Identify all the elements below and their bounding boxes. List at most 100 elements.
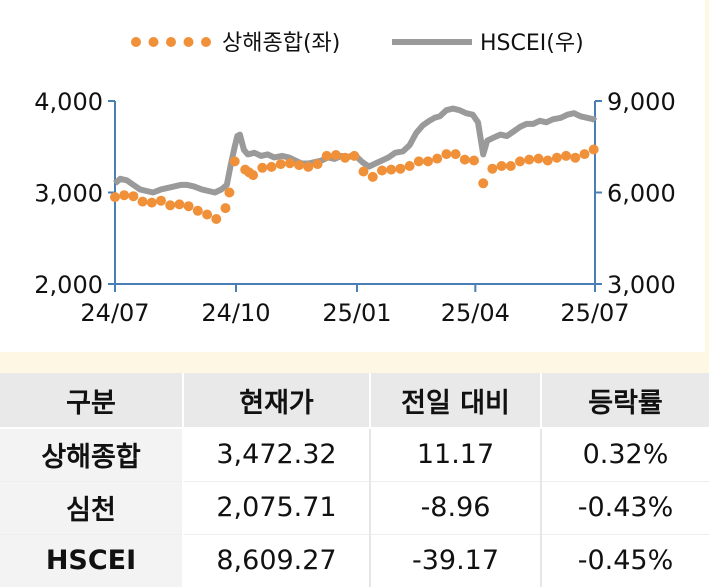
shanghai-point [202, 209, 213, 220]
row-name: 상해종합 [0, 428, 184, 482]
legend-label-hscei: HSCEI(우) [480, 31, 584, 56]
right-tick-label: 3,000 [607, 271, 676, 299]
shanghai-point [588, 144, 599, 155]
table-row: 상해종합 3,472.32 11.17 0.32% [0, 428, 709, 482]
shanghai-point [441, 149, 452, 160]
shanghai-point [220, 203, 231, 214]
table-row: HSCEI 8,609.27 -39.17 -0.45% [0, 534, 709, 587]
legend-swatch-dot [148, 37, 159, 47]
shanghai-point [423, 156, 433, 167]
shanghai-point [432, 153, 443, 164]
shanghai-point [515, 156, 525, 167]
left-axis-ticks: 4,000 3,000 2,000 [34, 88, 115, 299]
shanghai-point [119, 190, 130, 201]
shanghai-point [174, 199, 185, 210]
series-hscei [113, 105, 598, 196]
header-category: 구분 [0, 373, 184, 429]
shanghai-point [505, 161, 516, 171]
shanghai-point [156, 195, 166, 206]
right-axis-ticks: 9,000 6,000 3,000 [595, 88, 676, 299]
row-price: 2,075.71 [183, 481, 371, 535]
shanghai-point [551, 152, 562, 163]
shanghai-point [533, 153, 544, 164]
shanghai-point [570, 152, 581, 163]
table-header-row: 구분 현재가 전일 대비 등락률 [0, 373, 709, 429]
shanghai-point [330, 150, 341, 160]
left-tick-label: 2,000 [34, 271, 103, 299]
shanghai-point [137, 196, 148, 207]
right-tick-label: 6,000 [607, 180, 676, 208]
shanghai-point [312, 159, 323, 170]
row-change: -8.96 [370, 481, 542, 535]
header-change: 전일 대비 [370, 373, 542, 429]
shanghai-point [224, 187, 235, 198]
shanghai-point [579, 149, 590, 160]
x-axis-ticks: 24/07 24/10 25/01 25/04 25/07 [80, 284, 630, 327]
legend-swatch-dot [131, 37, 141, 47]
left-tick-label: 3,000 [34, 180, 103, 208]
shanghai-point [303, 161, 314, 172]
shanghai-point [377, 165, 387, 176]
chart-panel: 상해종합(좌) HSCEI(우) 4,000 3,000 2,000 9,000 6,… [0, 0, 709, 352]
shanghai-point [459, 154, 470, 165]
left-tick-label: 4,000 [34, 88, 103, 116]
row-name: HSCEI [0, 534, 184, 587]
row-price: 8,609.27 [183, 534, 371, 587]
shanghai-point [229, 156, 240, 167]
header-price: 현재가 [183, 373, 371, 429]
shanghai-point [165, 200, 176, 211]
x-tick-label: 24/07 [80, 299, 149, 327]
x-tick-label: 25/04 [441, 299, 510, 327]
shanghai-point [284, 158, 295, 169]
shanghai-point [404, 161, 415, 171]
shanghai-point [192, 205, 203, 216]
x-tick-label: 25/01 [322, 299, 391, 327]
shanghai-point [340, 152, 351, 163]
shanghai-point [487, 163, 498, 174]
shanghai-point [257, 162, 268, 173]
row-rate: 0.32% [541, 428, 709, 482]
legend-swatch-dot [166, 37, 176, 47]
shanghai-point [542, 155, 553, 166]
row-rate: -0.43% [541, 481, 709, 535]
x-tick-label: 24/10 [201, 299, 270, 327]
legend-swatch-dot [183, 37, 194, 47]
shanghai-point [367, 171, 378, 182]
shanghai-point [478, 178, 489, 189]
hscei-line [113, 105, 598, 196]
shanghai-point [450, 149, 461, 160]
shanghai-point [275, 159, 286, 170]
shanghai-point [128, 191, 139, 202]
shanghai-point [183, 201, 194, 212]
shanghai-point [469, 155, 479, 166]
line-chart: 상해종합(좌) HSCEI(우) 4,000 3,000 2,000 9,000 6,… [34, 31, 676, 327]
shanghai-point [266, 161, 277, 172]
shanghai-point [248, 170, 259, 181]
row-change: -39.17 [370, 534, 542, 587]
shanghai-point [524, 154, 535, 165]
shanghai-point [386, 164, 397, 175]
right-tick-label: 9,000 [607, 88, 676, 116]
market-table: 구분 현재가 전일 대비 등락률 상해종합 3,472.32 11.17 0.3… [0, 373, 709, 587]
shanghai-point [294, 160, 305, 171]
shanghai-point [146, 197, 157, 208]
shanghai-point [358, 166, 369, 177]
table-row: 심천 2,075.71 -8.96 -0.43% [0, 481, 709, 535]
shanghai-point [110, 192, 120, 203]
row-change: 11.17 [370, 428, 542, 482]
row-name: 심천 [0, 481, 184, 535]
shanghai-point [349, 150, 360, 161]
shanghai-point [413, 156, 424, 167]
chart-legend: 상해종합(좌) HSCEI(우) [131, 31, 584, 56]
shanghai-point [321, 150, 332, 161]
legend-label-shanghai: 상해종합(좌) [222, 31, 340, 56]
row-rate: -0.45% [541, 534, 709, 587]
x-tick-label: 25/07 [560, 299, 629, 327]
shanghai-point [496, 161, 507, 171]
shanghai-point [211, 214, 222, 224]
row-price: 3,472.32 [183, 428, 371, 482]
shanghai-point [561, 150, 572, 161]
shanghai-point [395, 163, 406, 174]
header-rate: 등락률 [541, 373, 709, 429]
legend-swatch-dot [201, 37, 211, 47]
